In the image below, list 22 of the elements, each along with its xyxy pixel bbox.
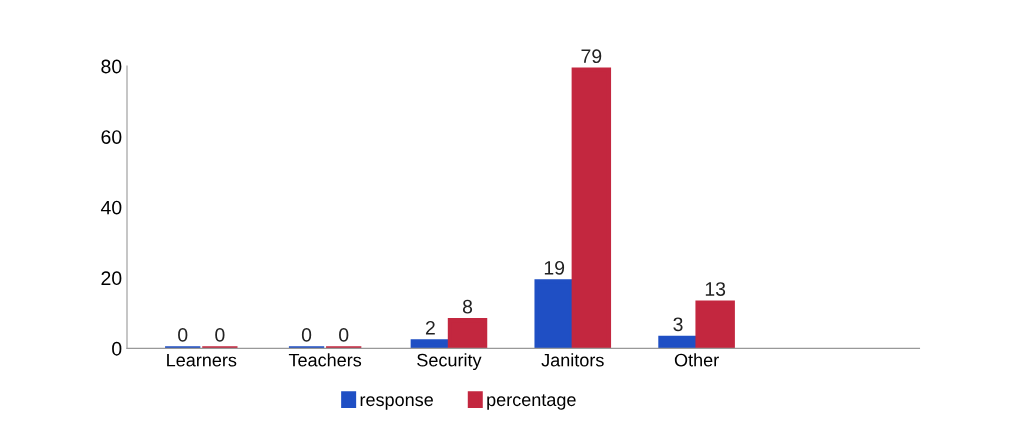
data-label: 0 <box>301 328 312 342</box>
y-tick-label: 60 <box>101 130 122 144</box>
y-tick-label: 20 <box>101 271 122 286</box>
data-label: 13 <box>705 282 726 296</box>
x-tick-label: Other <box>674 353 719 367</box>
legend-label: response <box>360 396 433 410</box>
x-tick-label: Teachers <box>288 353 362 367</box>
data-label: 0 <box>178 328 188 342</box>
y-tick-label: 0 <box>112 341 122 356</box>
x-tick-label: Security <box>417 353 482 371</box>
x-tick-label: Janitors <box>541 353 604 367</box>
data-label: 3 <box>673 317 683 332</box>
y-tick-label: 80 <box>101 59 122 74</box>
data-label: 79 <box>581 49 602 64</box>
data-label: 8 <box>462 299 473 314</box>
legend-label: percentage <box>487 394 576 410</box>
data-label: 0 <box>339 328 349 342</box>
y-tick-label: 40 <box>100 200 122 215</box>
data-label: 2 <box>425 320 435 335</box>
data-label: 19 <box>544 260 565 275</box>
data-label: 0 <box>215 328 225 342</box>
x-tick-label: Learners <box>167 353 237 367</box>
